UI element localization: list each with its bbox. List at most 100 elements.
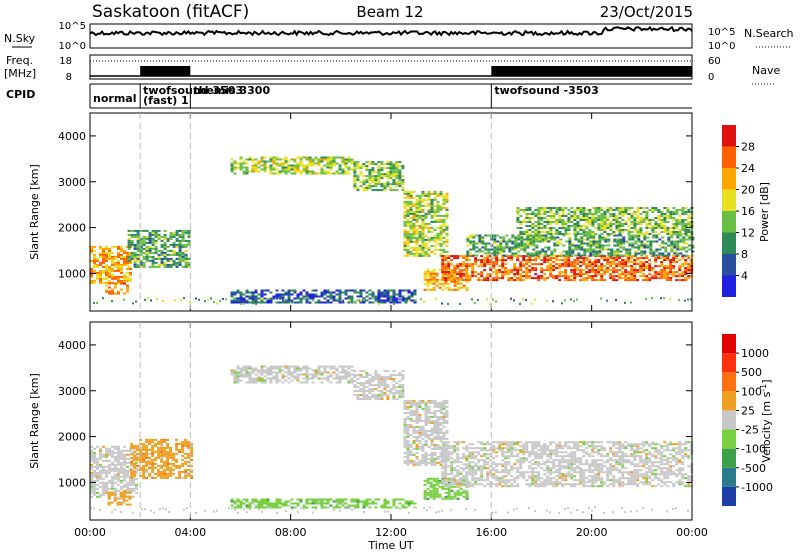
data-cell (406, 445, 410, 448)
data-cell (426, 487, 430, 490)
data-cell (645, 231, 649, 233)
data-cell (441, 259, 445, 262)
data-cell (546, 221, 550, 223)
data-cell (547, 236, 551, 239)
data-cell (181, 442, 185, 445)
data-cell (547, 254, 551, 257)
data-cell (248, 375, 252, 378)
data-cell (642, 221, 646, 223)
data-cell (591, 277, 595, 280)
data-cell (114, 465, 117, 468)
data-cell (424, 403, 428, 406)
data-cell (571, 250, 575, 253)
data-cell (654, 271, 658, 274)
data-cell (145, 245, 149, 248)
data-cell (117, 479, 120, 482)
data-cell (284, 379, 288, 382)
data-cell (377, 295, 381, 298)
data-cell (136, 452, 140, 455)
data-cell (579, 269, 583, 272)
data-cell (272, 160, 276, 163)
data-cell (568, 250, 572, 253)
data-cell (409, 443, 413, 446)
data-cell (621, 267, 625, 270)
data-cell (269, 164, 273, 167)
data-cell (380, 167, 384, 170)
data-cell (453, 277, 457, 280)
data-cell (329, 365, 333, 368)
data-cell (630, 279, 634, 282)
data-cell (666, 215, 670, 217)
data-cell (374, 297, 378, 300)
data-cell (442, 425, 446, 428)
data-cell (368, 173, 372, 176)
data-cell (90, 489, 93, 492)
data-cell (471, 271, 475, 274)
data-cell (139, 245, 143, 248)
data-cell (433, 248, 437, 251)
data-cell (594, 217, 598, 219)
data-cell (453, 279, 457, 282)
data-cell (508, 246, 512, 249)
data-cell (142, 243, 146, 246)
data-cell (573, 263, 577, 266)
data-cell (401, 384, 405, 387)
data-cell (517, 242, 521, 245)
data-cell (432, 485, 436, 488)
data-cell (651, 229, 655, 231)
data-cell (108, 465, 111, 468)
data-cell (320, 371, 324, 374)
data-cell (130, 472, 134, 475)
data-cell (338, 299, 342, 302)
data-cell (172, 263, 176, 266)
data-cell (111, 269, 114, 272)
data-cell (248, 365, 252, 368)
data-cell (181, 462, 185, 465)
data-cell (579, 219, 583, 221)
data-cell (513, 275, 517, 278)
data-cell (552, 261, 556, 264)
data-cell (526, 240, 530, 243)
data-cell (377, 301, 381, 304)
data-cell (335, 367, 339, 370)
data-cell (447, 288, 451, 291)
data-cell (127, 243, 131, 246)
data-cell (441, 459, 445, 462)
data-cell (409, 403, 413, 406)
data-cell (550, 252, 554, 255)
data-cell (102, 465, 105, 468)
data-cell (377, 299, 381, 302)
data-cell (541, 238, 545, 241)
data-cell (389, 169, 393, 172)
data-cell (415, 403, 419, 406)
data-cell (433, 192, 437, 195)
data-cell (163, 450, 167, 453)
data-cell (640, 240, 644, 243)
data-cell (127, 255, 131, 258)
data-cell (666, 211, 670, 213)
data-cell (117, 447, 120, 450)
data-cell (145, 448, 149, 451)
data-cell (675, 227, 679, 229)
data-cell (462, 255, 466, 258)
data-cell (126, 485, 129, 488)
data-cell (90, 449, 93, 452)
data-cell (389, 165, 393, 168)
data-cell (570, 263, 574, 266)
data-cell (561, 275, 565, 278)
data-cell (308, 156, 312, 159)
data-cell (403, 192, 407, 195)
data-cell (398, 177, 402, 180)
data-cell (375, 300, 377, 303)
data-cell (392, 291, 396, 294)
data-cell (270, 299, 272, 302)
data-cell (263, 381, 267, 384)
data-cell (418, 198, 422, 201)
data-cell (579, 229, 583, 231)
data-cell (154, 458, 158, 461)
data-cell (453, 493, 457, 496)
data-cell (320, 373, 324, 376)
data-cell (172, 472, 176, 475)
data-cell (615, 271, 619, 274)
data-cell (493, 246, 497, 249)
